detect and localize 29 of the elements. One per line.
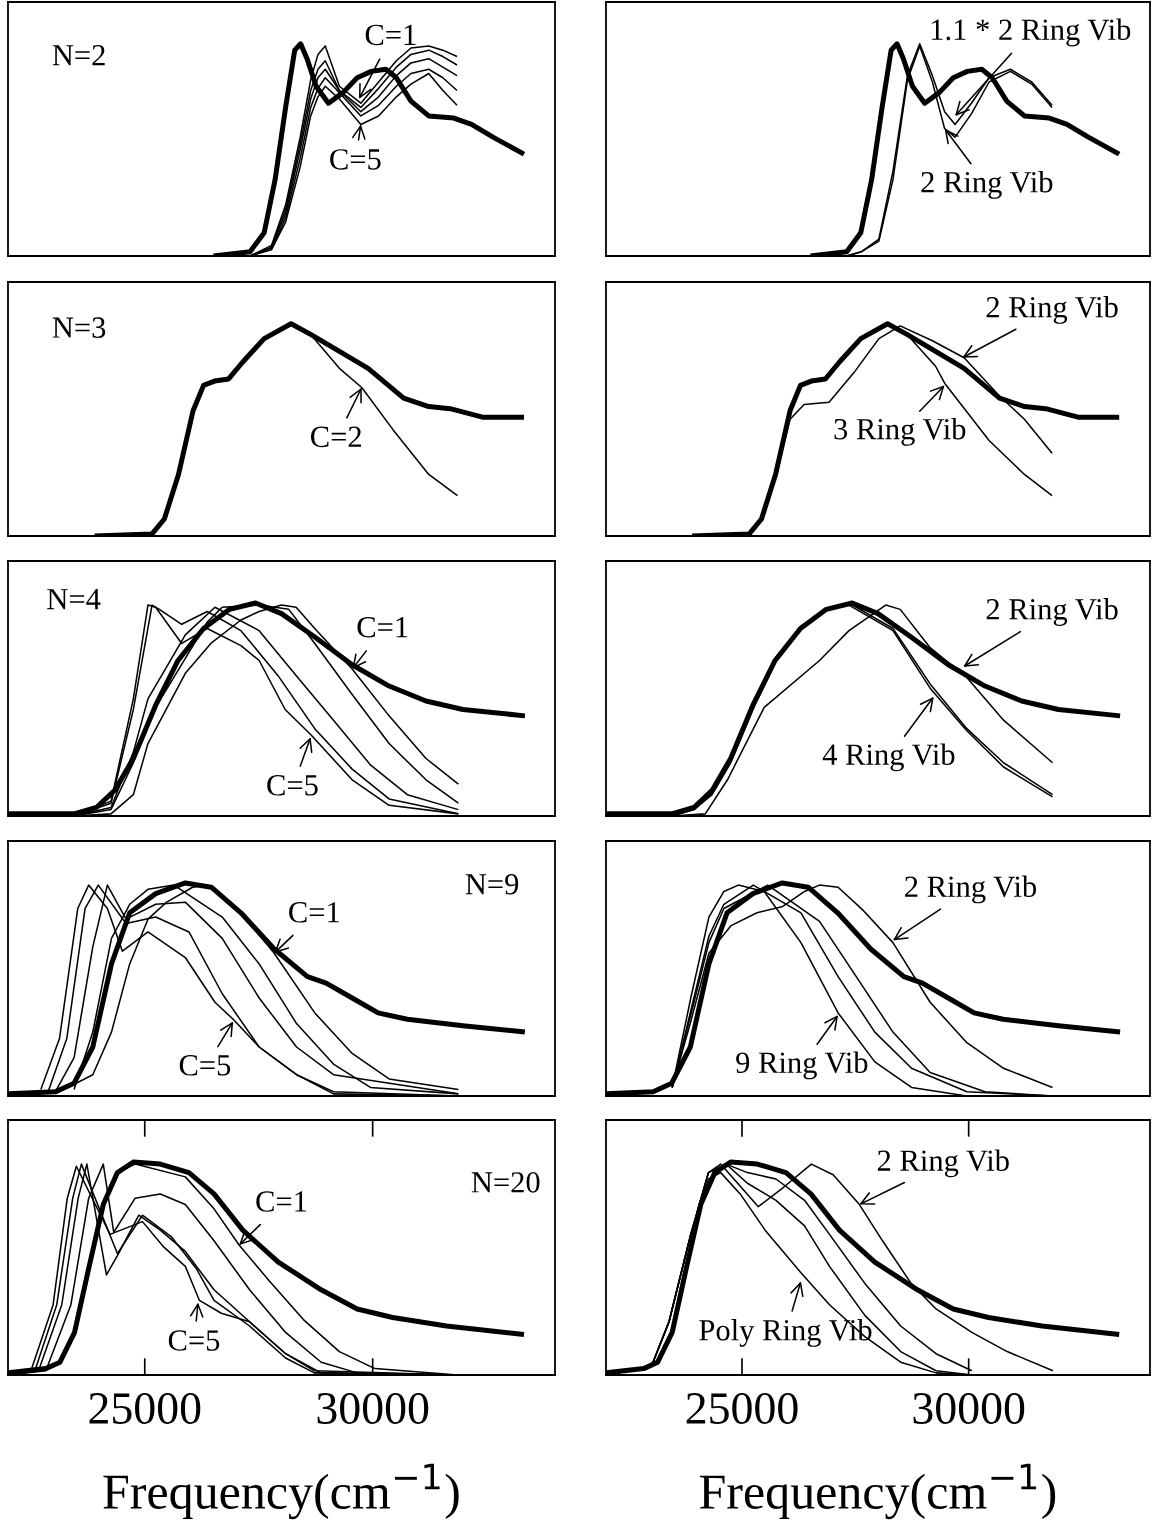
x-tick-label: 25000 xyxy=(89,1392,201,1424)
annotation: C=5 xyxy=(179,1055,231,1076)
annotation: C=5 xyxy=(267,775,318,796)
annotation: C=1 xyxy=(256,1191,307,1212)
x-tick-label: 30000 xyxy=(317,1392,429,1424)
annotation: N=3 xyxy=(52,317,106,338)
annotation: 2 Ring Vib xyxy=(986,296,1118,324)
annotation: N=4 xyxy=(47,589,101,610)
x-tick-label: 25000 xyxy=(686,1392,798,1424)
annotation: N=2 xyxy=(52,44,105,66)
annotation: 4 Ring Vib xyxy=(822,743,955,772)
annotation: 2 Ring Vib xyxy=(986,598,1118,626)
x-tick-label: 30000 xyxy=(913,1392,1025,1424)
annotation: 1.1 * 2 Ring Vib xyxy=(931,18,1131,47)
annotation: 2 Ring Vib xyxy=(877,1149,1009,1178)
annotation: C=1 xyxy=(365,24,416,46)
annotation: C=5 xyxy=(330,149,381,170)
annotation: 9 Ring Vib xyxy=(736,1051,868,1080)
annotation: 2 Ring Vib xyxy=(921,170,1053,199)
annotation: C=2 xyxy=(311,426,361,448)
annotation: 3 Ring Vib xyxy=(834,417,966,446)
annotation: N=9 xyxy=(465,874,519,895)
annotation: C=1 xyxy=(357,616,408,638)
x-axis-title: Frequency(cm$^{−1}$) xyxy=(699,1463,1056,1520)
annotation: N=20 xyxy=(471,1172,540,1193)
annotation: C=1 xyxy=(289,902,339,923)
x-axis-title: Frequency(cm$^{−1}$) xyxy=(103,1463,459,1520)
annotation: 2 Ring Vib xyxy=(905,875,1037,904)
annotation: C=5 xyxy=(168,1330,220,1351)
